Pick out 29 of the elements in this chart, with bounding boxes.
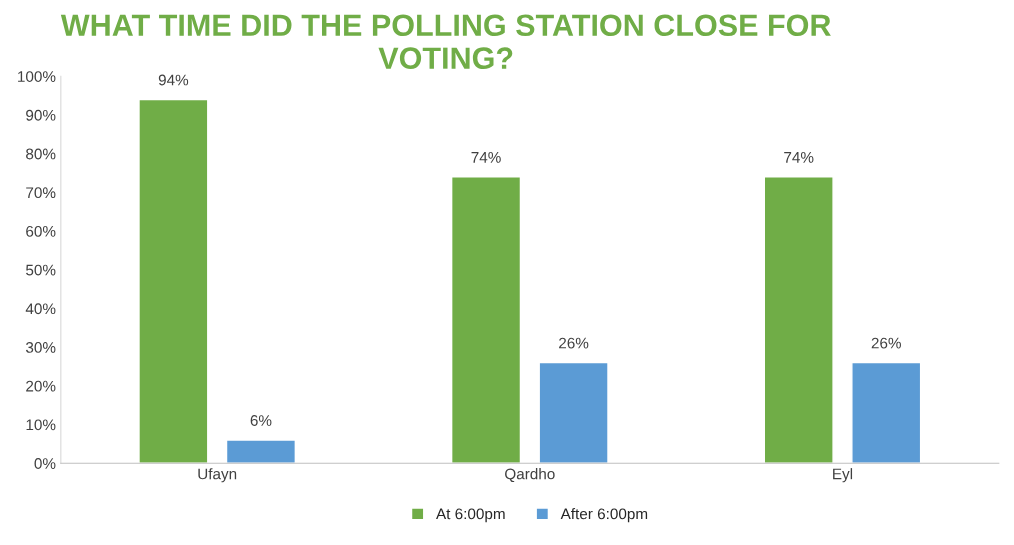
y-tick-label: 50% bbox=[26, 264, 56, 276]
data-label: 94% bbox=[158, 74, 189, 86]
x-tick-label: Ufayn bbox=[198, 468, 237, 483]
y-tick-label: 90% bbox=[26, 109, 56, 121]
y-tick-label: 10% bbox=[26, 419, 56, 431]
x-tick-label: Eyl bbox=[833, 468, 853, 483]
y-tick-label: 0% bbox=[34, 458, 56, 469]
y-tick-label: 80% bbox=[26, 148, 56, 160]
y-tick-label: 70% bbox=[26, 187, 56, 199]
legend-label: After 6:00pm bbox=[560, 508, 648, 523]
bar bbox=[450, 176, 522, 464]
y-tick-label: 20% bbox=[26, 380, 56, 392]
x-tick-label: Qardho bbox=[505, 468, 555, 483]
data-label: 26% bbox=[871, 337, 901, 349]
bar bbox=[851, 361, 922, 464]
y-tick-label: 40% bbox=[25, 303, 56, 315]
bar bbox=[225, 439, 297, 464]
bar bbox=[138, 98, 209, 464]
y-tick-label: 30% bbox=[25, 342, 56, 353]
data-label: 74% bbox=[784, 152, 814, 163]
chart-title: WHAT TIME DID THE POLLING STATION CLOSE FOR VOTING? bbox=[60, 14, 831, 69]
data-label: 6% bbox=[250, 415, 272, 426]
data-label: 26% bbox=[559, 337, 589, 349]
bar bbox=[763, 176, 834, 464]
bar bbox=[538, 361, 609, 464]
y-tick-label: 60% bbox=[26, 225, 56, 237]
y-tick-label: 100% bbox=[18, 71, 56, 82]
legend-label: At 6:00pm bbox=[436, 508, 505, 523]
data-label: 74% bbox=[471, 152, 501, 163]
